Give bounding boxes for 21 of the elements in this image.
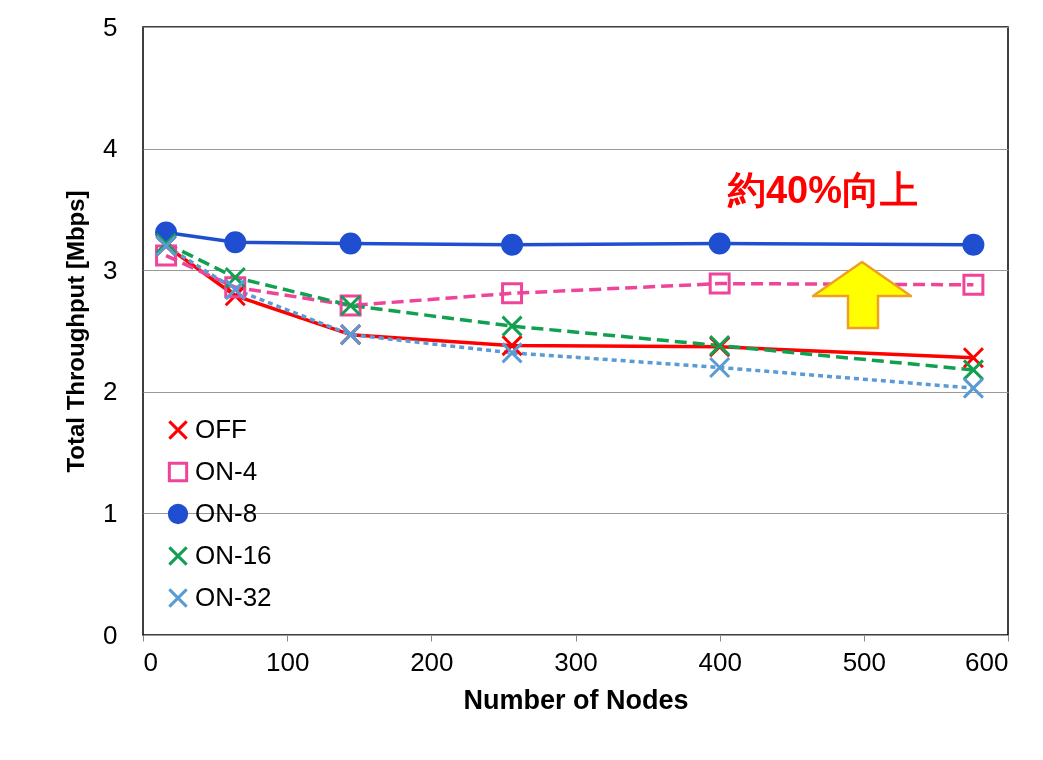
y-tick-label: 5 bbox=[103, 11, 118, 42]
annotation: 約40%向上 bbox=[726, 169, 919, 211]
x-tick-label: 500 bbox=[842, 646, 887, 677]
x-axis-title: Number of Nodes bbox=[463, 684, 689, 715]
legend-label: ON-4 bbox=[195, 456, 258, 486]
x-tick-label: 400 bbox=[698, 646, 742, 677]
y-tick-label: 1 bbox=[103, 497, 118, 528]
legend-label: ON-16 bbox=[195, 540, 272, 570]
y-axis-title: Total Throughput [Mbps] bbox=[62, 190, 90, 473]
y-tick-label: 0 bbox=[103, 619, 118, 650]
y-tick-label: 4 bbox=[103, 133, 118, 164]
x-tick-label: 300 bbox=[554, 646, 598, 677]
y-tick-label: 2 bbox=[103, 376, 118, 407]
x-tick-label: 600 bbox=[965, 646, 1009, 677]
legend-label: ON-32 bbox=[195, 582, 272, 612]
x-tick-label: 200 bbox=[410, 646, 454, 677]
x-tick-label: 100 bbox=[265, 646, 310, 677]
legend-label: ON-8 bbox=[195, 498, 258, 528]
y-tick-label: 3 bbox=[103, 254, 118, 285]
x-tick-label: 0 bbox=[143, 646, 158, 677]
legend-label: OFF bbox=[195, 414, 247, 444]
